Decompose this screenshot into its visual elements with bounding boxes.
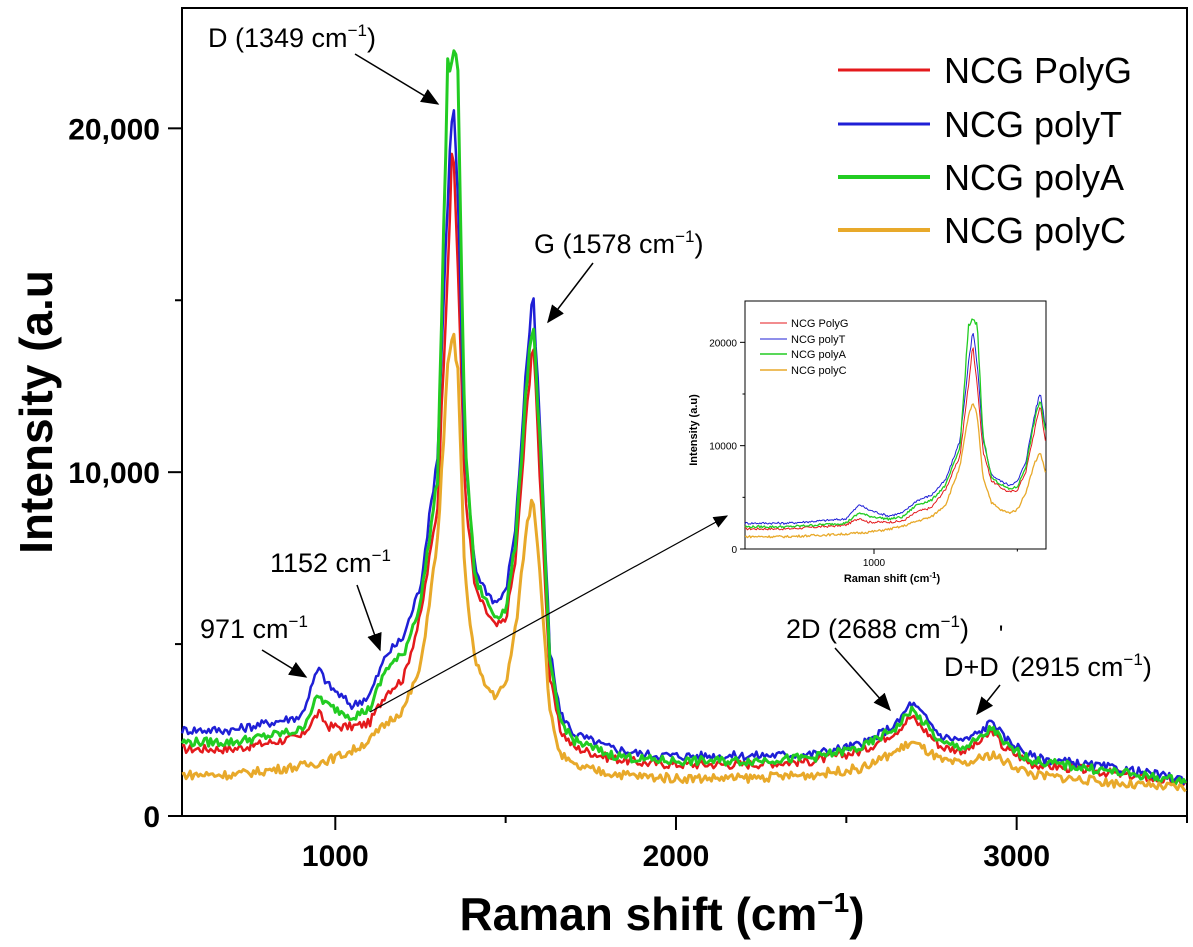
y-axis-title: Intensity (a.u: [10, 270, 62, 554]
inset-y-tick-label: 10000: [709, 442, 737, 453]
arrow-d-plus-d-prime: [976, 684, 1001, 716]
arrow-d-band: [354, 53, 440, 105]
y-tick-label: 20,000: [68, 113, 160, 146]
arrow-to-inset: [369, 515, 729, 713]
x-tick-label: 3000: [983, 840, 1050, 873]
annotation-d-band: D (1349 cm−1): [208, 21, 376, 53]
inset-series-line-ncg-polya: [744, 318, 1047, 529]
legend-label-polyc: NCG polyC: [944, 210, 1126, 251]
x-tick-label: 2000: [643, 840, 710, 873]
legend-label-polya: NCG polyA: [944, 157, 1124, 198]
arrow-971: [261, 649, 308, 678]
y-tick-label: 10,000: [68, 457, 160, 490]
series-line-ncg-polyt: [180, 109, 1187, 786]
arrow-g-band: [547, 262, 594, 324]
inset-series-line-ncg-polyg: [744, 347, 1046, 531]
annotation-971: 971 cm−1: [200, 612, 308, 644]
x-tick-label: 1000: [302, 840, 369, 873]
series-line-ncg-polya: [180, 49, 1187, 786]
axis-ticks: 1000 2000 3000 0 10,000 20,000: [68, 113, 1188, 873]
annotation-d-plus-d-prime: D+D' (2915 cm−1): [944, 621, 1152, 682]
legend-label-polyg: NCG PolyG: [944, 50, 1132, 91]
inset-x-tick-label: 1000: [863, 558, 886, 569]
inset-series-line-ncg-polyc: [744, 403, 1047, 539]
inset-series-lines: [744, 318, 1047, 539]
annotation-1152: 1152 cm−1: [270, 546, 391, 578]
inset-frame: [744, 300, 1047, 550]
y-tick-label: 0: [143, 801, 160, 834]
annotations: D (1349 cm−1) G (1578 cm−1) 1152 cm−1 97…: [200, 21, 1152, 716]
series-line-ncg-polyc: [181, 332, 1187, 793]
inset-y-tick-label: 0: [731, 545, 737, 556]
x-axis-title: Raman shift (cm−1): [459, 887, 864, 940]
inset-legend-label-polya: NCG polyA: [791, 349, 847, 361]
inset-legend: NCG PolyG NCG polyT NCG polyA NCG polyC: [760, 318, 848, 377]
inset-legend-label-polyt: NCG polyT: [791, 334, 846, 346]
arrow-1152: [356, 584, 382, 652]
annotation-g-band: G (1578 cm−1): [534, 227, 703, 259]
inset-series-line-ncg-polyt: [744, 333, 1046, 525]
legend-label-polyt: NCG polyT: [944, 104, 1122, 145]
inset-legend-label-polyg: NCG PolyG: [791, 318, 848, 330]
inset-y-tick-label: 20000: [709, 338, 737, 349]
inset-x-axis-title: Raman shift (cm-1): [844, 571, 941, 585]
annotation-2d-band: 2D (2688 cm−1): [786, 612, 969, 644]
inset-legend-label-polyc: NCG polyC: [791, 365, 847, 377]
legend: NCG PolyG NCG polyT NCG polyA NCG polyC: [838, 50, 1132, 251]
plot-frame: [181, 7, 1188, 817]
series-lines: [180, 49, 1187, 793]
arrow-2d-band: [834, 647, 891, 712]
inset-y-axis-title: Intensity (a.u): [688, 394, 700, 466]
